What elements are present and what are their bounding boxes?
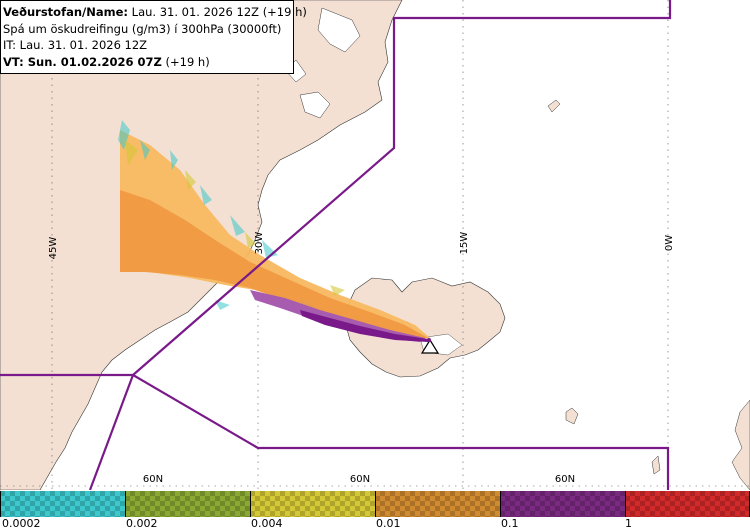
lon-label-15w: 15W xyxy=(459,232,470,255)
faroe-islands xyxy=(565,407,579,425)
legend-sep xyxy=(625,491,626,517)
legend-swatch-pattern-1 xyxy=(125,491,250,517)
jan-mayen-island xyxy=(547,99,561,113)
legend-tick-2: 0.004 xyxy=(251,517,283,530)
legend-sep xyxy=(500,491,501,517)
ash-forecast-map: 45W 30W 15W 0W 60N 60N 60N xyxy=(0,0,750,490)
volcano-warning-triangle-icon xyxy=(420,338,440,354)
lon-label-45w: 45W xyxy=(48,237,59,260)
info-line-forecast: Spá um öskudreifingu (g/m3) í 300hPa (30… xyxy=(3,21,282,36)
legend-color-bar xyxy=(0,491,750,517)
lat-label-60n-3: 60N xyxy=(555,474,575,485)
norway-coast xyxy=(731,399,750,490)
legend-sep xyxy=(250,491,251,517)
graticule xyxy=(0,0,750,490)
legend-sep xyxy=(125,491,126,517)
legend-tick-5: 1 xyxy=(625,517,632,530)
ash-plume-high xyxy=(250,290,425,342)
name-label: Veðurstofan/Name: xyxy=(3,5,128,19)
concentration-legend: 0.0002 0.002 0.004 0.01 0.1 1 xyxy=(0,490,750,532)
legend-sep xyxy=(0,491,1,517)
info-line-valid-time: VT: Sun. 01.02.2026 07Z (+19 h) xyxy=(3,54,293,71)
shetland-islands xyxy=(651,455,661,475)
fir-boundaries xyxy=(0,0,672,490)
forecast-info-box: Veðurstofan/Name: Lau. 31. 01. 2026 12Z … xyxy=(0,0,307,74)
legend-sep xyxy=(375,491,376,517)
lat-label-60n-1: 60N xyxy=(143,474,163,485)
name-value: Lau. 31. 01. 2026 12Z (+19 h) xyxy=(131,5,307,19)
info-line-name: Veðurstofan/Name: Lau. 31. 01. 2026 12Z … xyxy=(3,4,307,21)
lon-label-30w: 30W xyxy=(254,232,265,255)
legend-swatch-pattern-5 xyxy=(625,491,750,517)
legend-tick-4: 0.1 xyxy=(501,517,519,530)
legend-tick-0: 0.0002 xyxy=(2,517,41,530)
iceland-landmass xyxy=(344,277,506,378)
legend-tick-1: 0.002 xyxy=(126,517,158,530)
info-line-issue-time: IT: Lau. 31. 01. 2026 12Z xyxy=(3,38,148,52)
valid-time-value: (+19 h) xyxy=(165,54,210,69)
legend-swatch-pattern-4 xyxy=(500,491,625,517)
lat-label-60n-2: 60N xyxy=(350,474,370,485)
legend-swatch-pattern-0 xyxy=(0,491,125,517)
ash-plume-mid xyxy=(120,190,428,338)
legend-swatch-pattern-2 xyxy=(250,491,375,517)
valid-time-label: VT: Sun. 01.02.2026 07Z xyxy=(3,54,162,69)
legend-tick-3: 0.01 xyxy=(376,517,401,530)
ash-plume-fringe-yellow xyxy=(125,140,345,296)
lon-label-0w: 0W xyxy=(664,235,675,251)
ash-plume-core xyxy=(300,310,428,342)
legend-swatch-pattern-3 xyxy=(375,491,500,517)
